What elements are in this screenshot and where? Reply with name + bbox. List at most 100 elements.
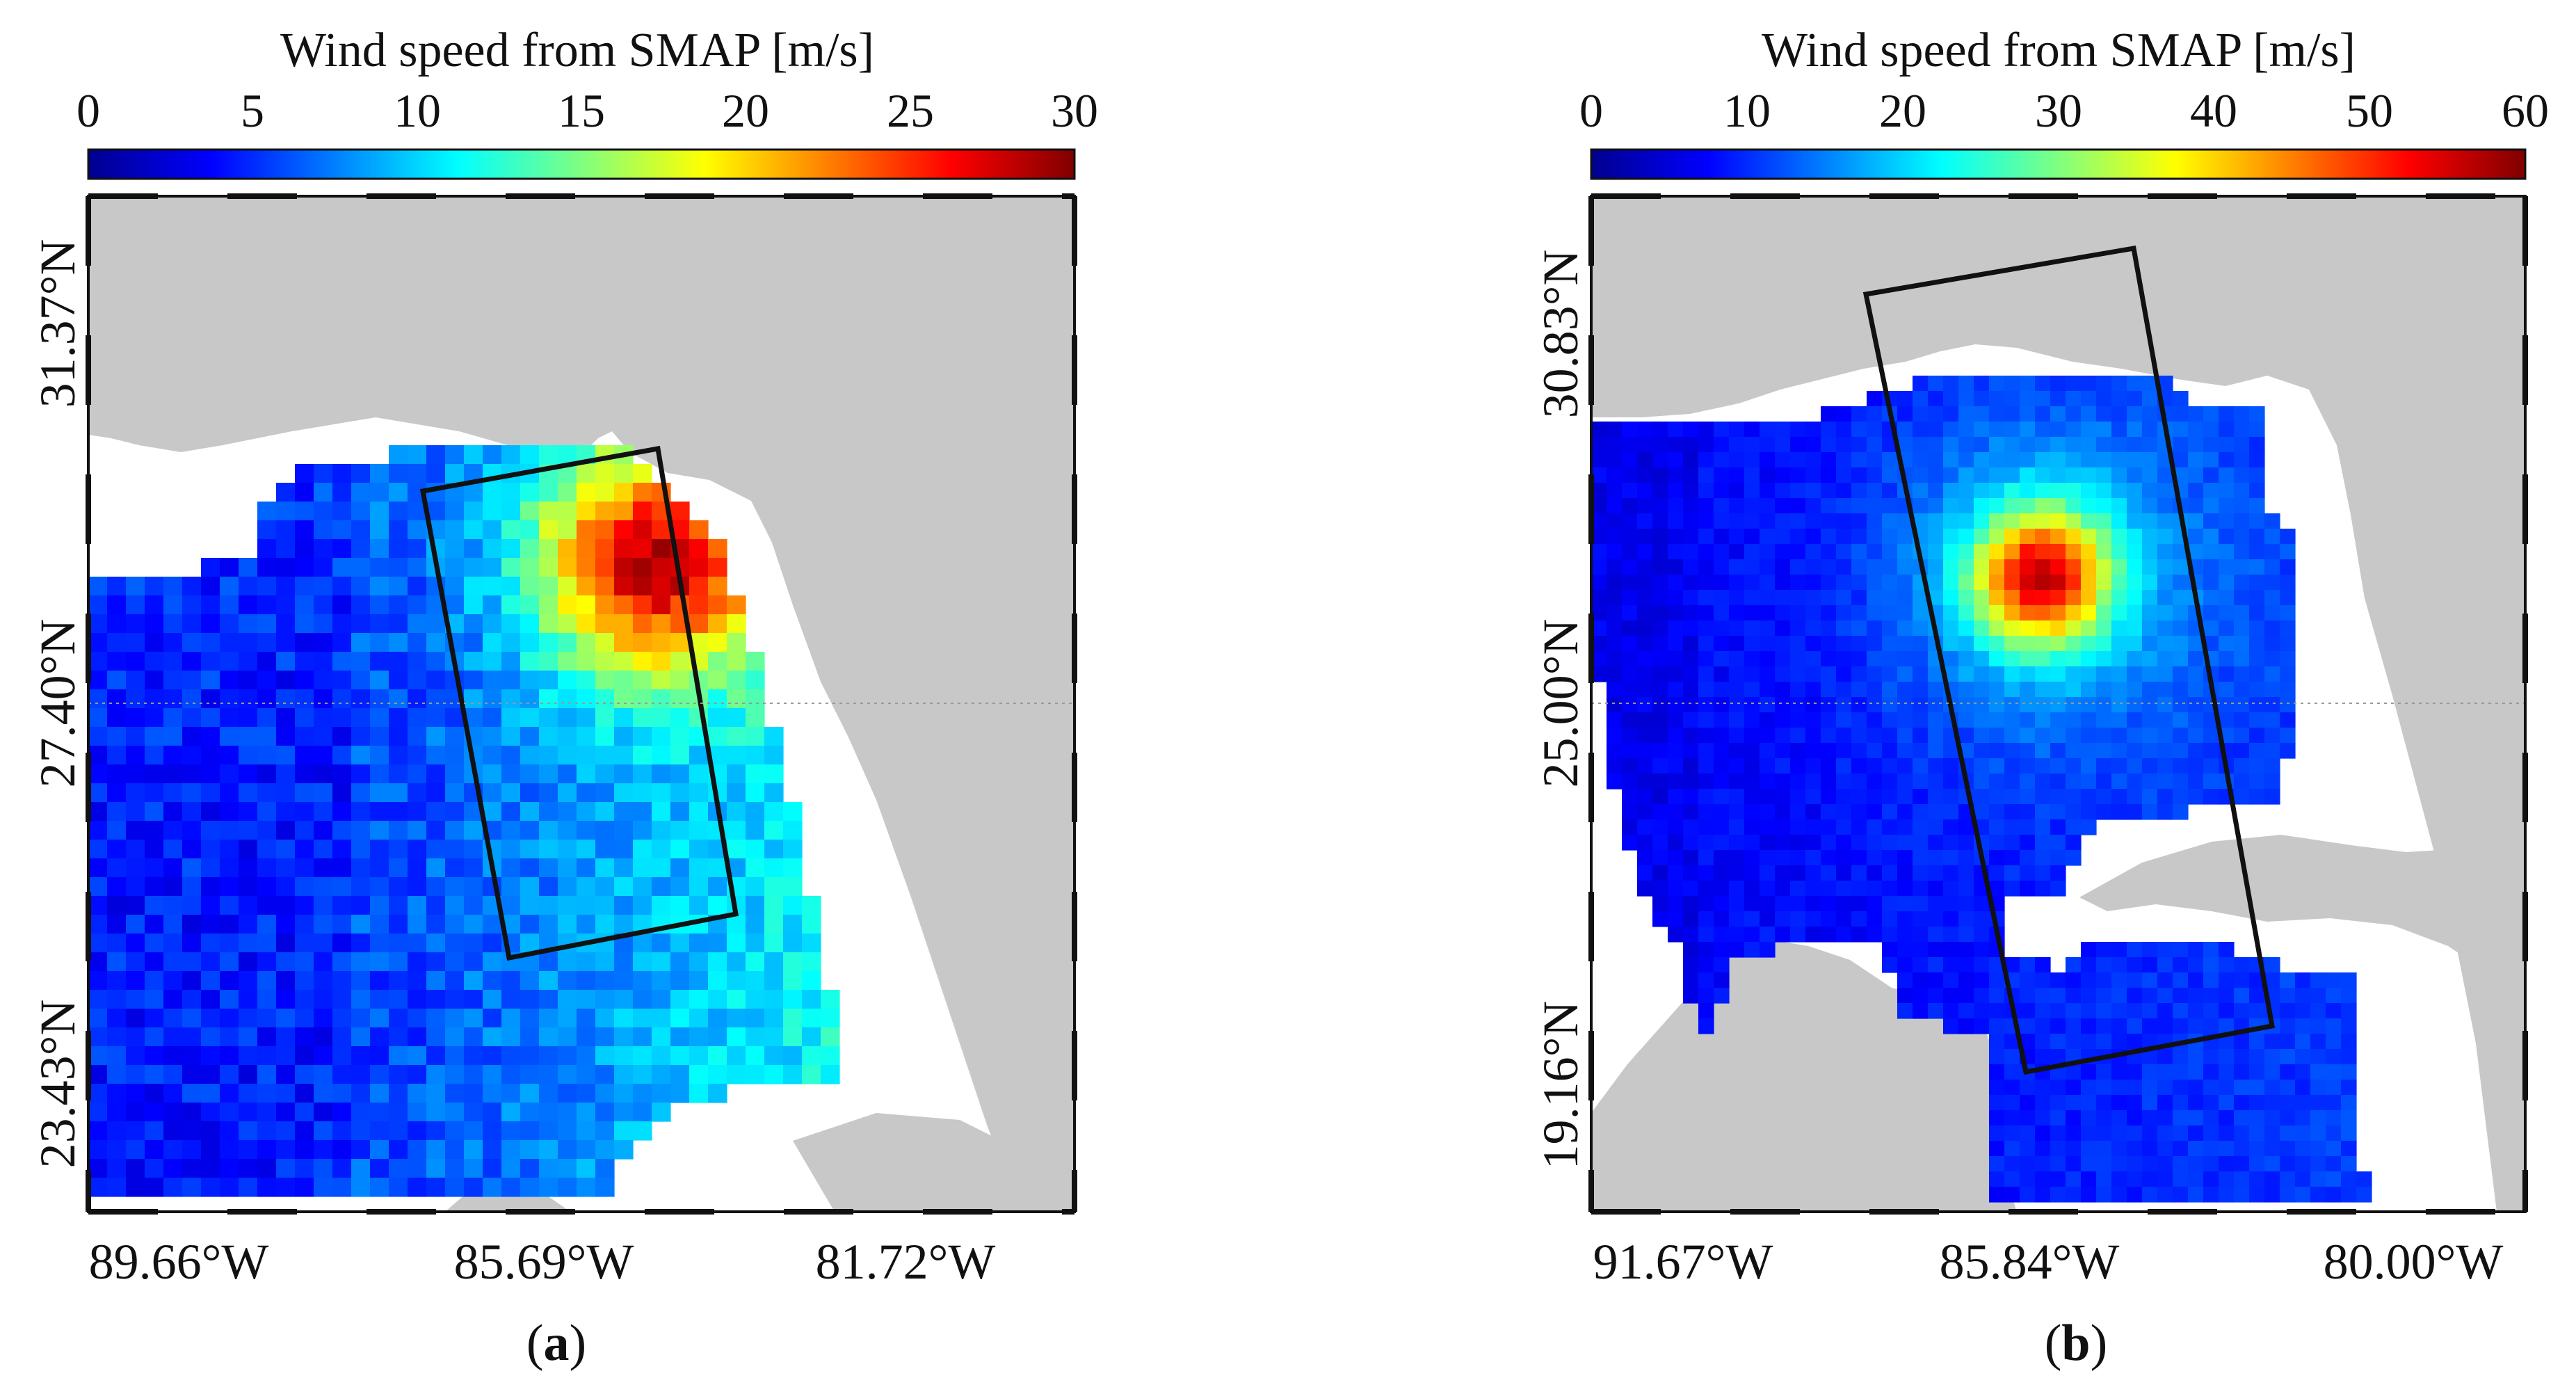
frame-dashes-b [1588, 193, 2528, 1215]
wind-cell [2188, 467, 2204, 483]
wind-cell [1591, 559, 1607, 575]
wind-cell [2050, 1049, 2066, 1065]
wind-cell [389, 502, 408, 521]
wind-cell [802, 1065, 821, 1084]
wind-cell [1805, 774, 1821, 790]
wind-cell [2142, 758, 2158, 774]
frame-dash [367, 1209, 436, 1215]
wind-cell [295, 896, 314, 915]
wind-cell [163, 764, 183, 784]
wind-cell [746, 689, 765, 709]
wind-cell [1622, 483, 1638, 499]
wind-cell [2280, 1141, 2296, 1157]
wind-cell [633, 1103, 652, 1122]
wind-cell [351, 858, 371, 878]
wind-cell [1744, 804, 1760, 820]
wind-cell [558, 445, 577, 465]
wind-cell [2050, 804, 2066, 820]
wind-cell [314, 464, 333, 483]
wind-cell [520, 1009, 540, 1028]
wind-cell [558, 708, 577, 728]
wind-cell [670, 840, 690, 859]
wind-cell [107, 633, 127, 652]
wind-cell [2066, 758, 2082, 774]
wind-cell [2341, 1003, 2357, 1019]
wind-cell [314, 708, 333, 728]
wind-cell [2111, 498, 2127, 514]
wind-cell [1836, 559, 1852, 575]
wind-cell [2004, 697, 2020, 713]
wind-cell [2127, 1080, 2143, 1096]
wind-cell [633, 671, 652, 690]
wind-cell [2203, 590, 2219, 606]
wind-cell [239, 1065, 258, 1084]
wind-cell [1591, 651, 1607, 667]
wind-cell [2234, 697, 2250, 713]
wind-cell [1622, 636, 1638, 652]
wind-cell [107, 1103, 127, 1122]
wind-cell [1775, 697, 1791, 713]
wind-cell [1805, 452, 1821, 468]
wind-cell [426, 1178, 446, 1197]
wind-cell [577, 840, 596, 859]
wind-cell [2188, 666, 2204, 682]
wind-cell [1637, 743, 1653, 759]
wind-cell [2035, 1080, 2051, 1096]
wind-cell [764, 896, 784, 915]
wind-cell [1867, 636, 1883, 652]
wind-cell [1913, 850, 1929, 866]
wind-cell [614, 1121, 634, 1141]
wind-cell [2111, 406, 2127, 422]
wind-cell [2234, 774, 2250, 790]
wind-cell [332, 915, 352, 934]
wind-cell [1622, 575, 1638, 591]
wind-cell [1867, 513, 1883, 529]
wind-cell [2341, 1156, 2357, 1172]
wind-cell [483, 689, 502, 709]
wind-cell [2096, 636, 2112, 652]
wind-cell [1928, 498, 1944, 514]
wind-cell [1989, 422, 2005, 438]
wind-cell [2280, 712, 2296, 728]
wind-cell [2020, 1156, 2036, 1172]
wind-cell [2142, 513, 2158, 529]
wind-cell [2111, 1095, 2127, 1111]
wind-cell [2142, 590, 2158, 606]
wind-cell [783, 1046, 803, 1066]
wind-cell [1652, 544, 1668, 560]
wind-cell [2050, 1141, 2066, 1157]
wind-cell [220, 858, 239, 878]
wind-cell [2066, 728, 2082, 744]
wind-cell [1607, 559, 1623, 575]
wind-cell [2249, 1187, 2265, 1203]
wind-cell [802, 1009, 821, 1028]
wind-cell [1683, 789, 1699, 805]
wind-field-b [1591, 376, 2372, 1203]
wind-cell [1974, 406, 1990, 422]
wind-cell [708, 633, 727, 652]
wind-cell [539, 858, 558, 878]
wind-cell [1622, 758, 1638, 774]
frame-dash [1072, 474, 1077, 544]
land-b-cuba [2079, 835, 2525, 988]
wind-cell [2326, 1080, 2342, 1096]
wind-cell [1714, 575, 1730, 591]
wind-cell [633, 1065, 652, 1084]
wind-cell [2173, 1156, 2189, 1172]
wind-cell [220, 595, 239, 615]
wind-cell [520, 896, 540, 915]
wind-cell [1652, 452, 1668, 468]
wind-cell [2173, 1049, 2189, 1065]
wind-cell [389, 1046, 408, 1066]
wind-cell [1729, 850, 1745, 866]
wind-cell [1622, 697, 1638, 713]
wind-cell [2264, 1125, 2280, 1141]
wind-cell [464, 1140, 483, 1160]
wind-cell [1729, 911, 1745, 927]
wind-cell [1989, 498, 2005, 514]
wind-cell [126, 1121, 145, 1141]
wind-cell [1714, 529, 1730, 545]
wind-cell [2127, 529, 2143, 545]
wind-cell [2203, 1125, 2219, 1141]
wind-cell [201, 896, 220, 915]
